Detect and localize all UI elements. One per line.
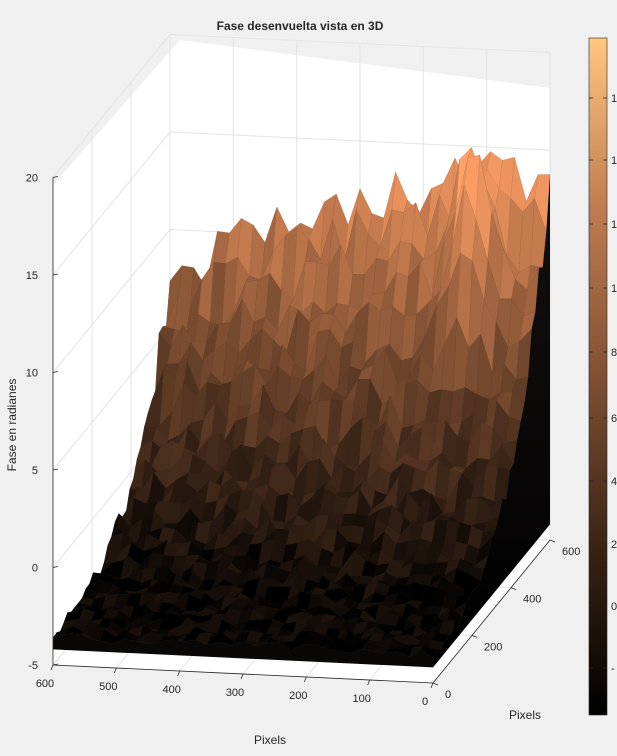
x-tick-label: 600 <box>36 678 54 690</box>
z-tick <box>52 468 59 471</box>
z-tick-label: 5 <box>32 465 38 477</box>
x-tick <box>240 673 244 680</box>
surface <box>52 146 551 668</box>
x-tick-label: 400 <box>162 684 180 696</box>
colorbar-tick-label: 8 <box>611 347 617 359</box>
x-tick <box>50 664 54 671</box>
y-axis-label: Pixels <box>509 708 541 722</box>
z-tick <box>52 566 59 568</box>
z-tick <box>52 176 59 178</box>
y-tick <box>432 682 439 686</box>
z-tick <box>52 663 59 666</box>
x-tick <box>303 676 307 683</box>
x-tick-label: 0 <box>422 696 428 708</box>
y-tick-label: 0 <box>445 689 451 701</box>
colorbar-tick-label: - <box>611 663 615 675</box>
y-axis-line <box>432 539 551 684</box>
colorbar-tick-label: 1 <box>611 93 617 105</box>
colorbar-tick-label: 0 <box>611 601 617 613</box>
colorbar-tick-label: 1 <box>611 155 617 167</box>
z-axis-label: Fase en radianes <box>5 379 19 472</box>
x-tick-label: 300 <box>226 687 244 699</box>
x-tick-label: 500 <box>99 681 117 693</box>
colorbar-ticks: 1 1 1 1 8 6 4 2 0 - <box>589 93 617 675</box>
axes: -5 0 5 10 15 20 600 500 400 300 200 100 0 0 200 400 600 <box>26 173 581 709</box>
colorbar-tick-label: 6 <box>611 413 617 425</box>
z-tick-label: 10 <box>26 368 38 380</box>
surface-skirt-front <box>53 632 433 668</box>
y-tick-label: 600 <box>562 546 580 558</box>
z-tick <box>52 273 59 276</box>
colorbar-tick-label: 2 <box>611 539 617 551</box>
colorbar <box>588 37 608 716</box>
y-tick <box>549 539 556 543</box>
y-tick <box>510 587 517 591</box>
y-tick <box>471 634 478 638</box>
y-tick-label: 200 <box>484 641 502 653</box>
x-tick <box>367 679 371 686</box>
chart-title: Fase desenvuelta vista en 3D <box>217 19 384 33</box>
x-tick-label: 200 <box>289 690 307 702</box>
colorbar-tick-label: 1 <box>611 283 617 295</box>
x-axis-label: Pixels <box>254 733 286 747</box>
z-tick-label: -5 <box>28 660 38 672</box>
x-tick <box>430 682 434 689</box>
z-tick-label: 20 <box>26 173 38 185</box>
x-tick <box>177 670 181 677</box>
x-tick <box>113 667 117 674</box>
z-tick-label: 0 <box>32 563 38 575</box>
z-tick-label: 15 <box>26 270 38 282</box>
colorbar-tick-label: 4 <box>611 476 617 488</box>
z-tick <box>52 371 59 373</box>
colorbar-tick-label: 1 <box>611 219 617 231</box>
surface-skirt-right <box>433 174 550 668</box>
x-tick-label: 100 <box>352 693 370 705</box>
y-tick-label: 400 <box>523 594 541 606</box>
